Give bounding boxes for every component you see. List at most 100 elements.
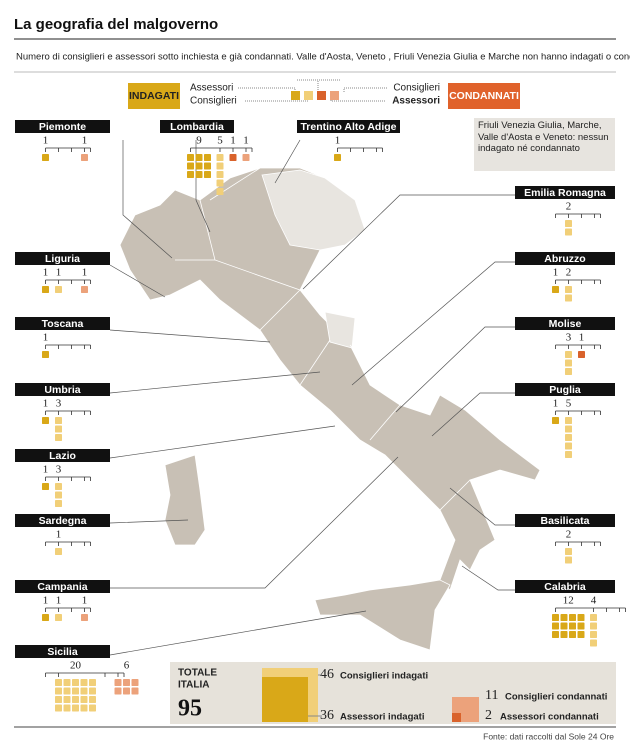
region-name: Umbria <box>44 384 80 396</box>
region-header <box>15 514 110 527</box>
square <box>72 687 79 695</box>
square <box>565 351 572 358</box>
region-name: Calabria <box>544 581 586 593</box>
square <box>195 154 203 161</box>
count-squares <box>81 614 88 621</box>
count-squares <box>552 614 585 638</box>
region-name: Sardegna <box>39 515 87 527</box>
square <box>42 286 49 293</box>
subtitle: Numero di consiglieri e assessori sotto … <box>16 52 630 63</box>
count-squares <box>565 548 572 564</box>
count-squares <box>552 417 559 424</box>
region: Puglia 1 5 <box>515 383 615 458</box>
square <box>63 679 71 686</box>
region-header <box>515 186 615 199</box>
region: Calabria 12 4 <box>515 580 626 647</box>
bracket <box>45 476 91 481</box>
count-squares <box>334 154 341 161</box>
count-squares <box>565 417 572 458</box>
legend-swatch <box>304 91 313 100</box>
region-name: Toscana <box>42 318 84 330</box>
region-count: 2 <box>566 267 572 279</box>
region: Sardegna 1 <box>15 514 110 555</box>
bracket <box>555 213 601 218</box>
square <box>242 154 250 161</box>
square <box>80 696 88 703</box>
region-count: 20 <box>70 660 82 672</box>
square <box>55 704 62 712</box>
square <box>72 679 79 686</box>
square <box>565 434 572 441</box>
square <box>195 162 203 170</box>
bracket <box>555 410 601 415</box>
square <box>577 622 585 630</box>
square <box>89 704 96 712</box>
count-squares <box>42 614 49 621</box>
map <box>119 167 541 651</box>
square <box>565 368 572 375</box>
bracket <box>555 279 601 284</box>
square <box>55 696 62 703</box>
square <box>123 679 130 686</box>
square <box>81 154 88 161</box>
region: Emilia Romagna 2 <box>515 186 615 236</box>
region-name: Liguria <box>45 253 80 265</box>
square <box>565 425 572 433</box>
square <box>42 417 49 424</box>
legend-connectors <box>238 79 388 102</box>
region-header <box>15 252 110 265</box>
square <box>216 162 224 170</box>
region-count: 3 <box>56 398 62 410</box>
total-square <box>262 677 308 722</box>
square <box>42 614 49 621</box>
total-label: Assessori indagati <box>340 712 424 723</box>
square <box>72 696 79 703</box>
total-label: Assessori condannati <box>500 712 599 723</box>
count-squares <box>55 614 62 621</box>
total-label: Consiglieri indagati <box>340 671 428 682</box>
count-squares <box>552 286 559 293</box>
square <box>131 687 139 695</box>
square <box>42 351 49 358</box>
square <box>216 179 224 187</box>
region-name: Sicilia <box>47 646 78 658</box>
square <box>565 228 572 236</box>
region-header <box>15 120 110 133</box>
region-name: Campania <box>37 581 87 593</box>
count-squares <box>114 679 139 695</box>
square <box>55 491 62 499</box>
square <box>565 359 572 367</box>
square <box>552 286 559 293</box>
square <box>552 417 559 424</box>
legend-swatch <box>330 91 339 100</box>
region-header <box>515 317 615 330</box>
region-count: 2 <box>566 529 572 541</box>
bracket <box>45 607 91 612</box>
region-count: 1 <box>243 135 249 147</box>
totals-label: ITALIA <box>178 680 209 691</box>
total-connectors <box>308 674 322 717</box>
square <box>565 442 572 450</box>
total-count: 36 <box>320 708 334 723</box>
total-count: 46 <box>320 667 334 682</box>
legend-indagati: INDAGATI <box>129 90 179 102</box>
square <box>216 188 224 195</box>
legend-swatch <box>291 91 300 100</box>
square <box>55 687 62 695</box>
region-name: Lazio <box>49 450 76 462</box>
count-squares <box>216 154 224 195</box>
count-squares <box>565 351 572 375</box>
square <box>63 687 71 695</box>
square <box>590 631 597 638</box>
square <box>89 679 96 686</box>
region-count: 1 <box>43 464 49 476</box>
region-count: 1 <box>82 595 88 607</box>
square <box>229 154 237 161</box>
region-count: 12 <box>563 595 574 607</box>
total-label: Consiglieri condannati <box>505 692 607 703</box>
region-count: 1 <box>43 267 49 279</box>
legend-label: Assessori <box>392 96 440 107</box>
bracket <box>337 147 383 152</box>
